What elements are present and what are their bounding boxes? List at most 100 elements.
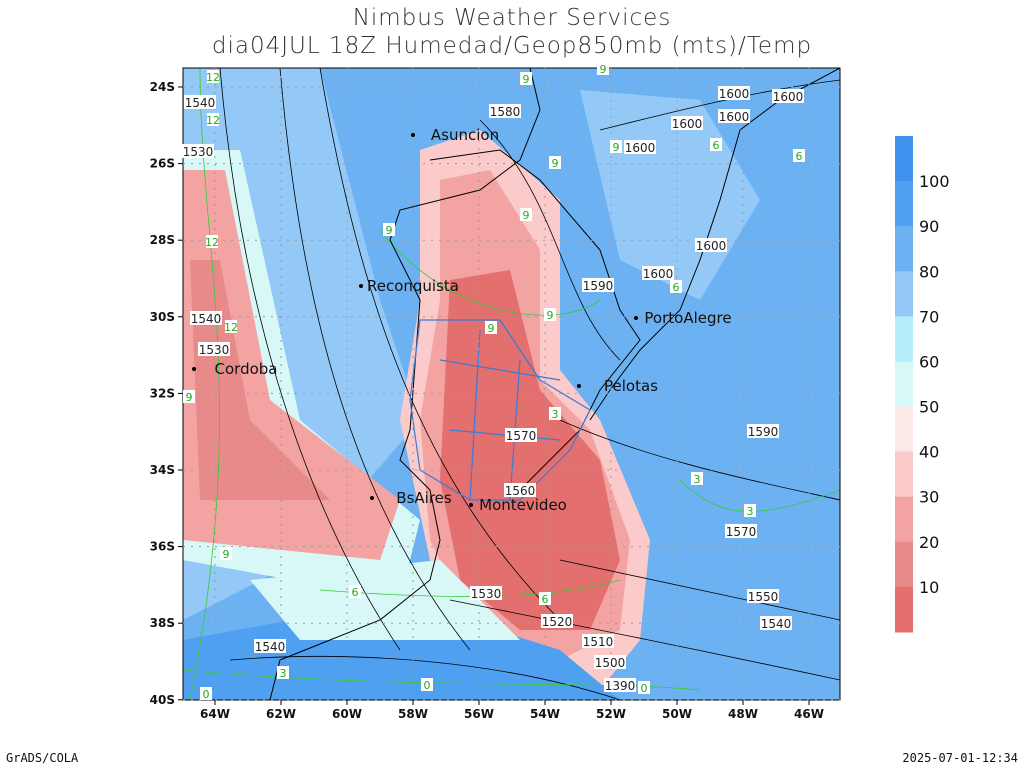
temperature-label-bg (349, 585, 361, 598)
temperature-label: 6 (352, 586, 359, 599)
colorbar-label: 40 (919, 443, 939, 462)
geopotential-label-bg (642, 266, 674, 280)
map-field (183, 68, 840, 700)
geopotential-label: 1560 (505, 484, 536, 498)
geopotential-label: 1530 (183, 145, 214, 159)
city-label: Montevideo (479, 496, 567, 514)
colorbar-swatch (895, 586, 913, 633)
colorbar-swatch (895, 496, 913, 543)
temperature-label: 9 (223, 548, 230, 561)
geopotential-label-bg (671, 116, 703, 130)
colorbar-swatch (895, 136, 913, 182)
colorbar-swatch (895, 226, 913, 272)
geopotential-label: 1580 (490, 105, 521, 119)
footer-left: GrADS/COLA (6, 751, 79, 765)
temperature-label: 6 (673, 281, 680, 294)
geopotential-label-bg (725, 524, 757, 538)
temperature-label: 9 (552, 157, 559, 170)
temperature-label-bg (200, 687, 212, 700)
temperature-label: 9 (488, 322, 495, 335)
geopotential-label: 1530 (471, 587, 502, 601)
lon-label: 58W (398, 707, 428, 721)
geopotential-label: 1550 (748, 590, 779, 604)
geopotential-label-bg (747, 424, 779, 438)
temperature-label: 3 (747, 505, 754, 518)
temperature-label-bg (277, 666, 289, 679)
lon-label: 52W (596, 707, 626, 721)
temperature-label-bg (520, 208, 532, 221)
geopotential-label-bg (718, 109, 750, 123)
city-dot (370, 496, 374, 500)
lat-label: 26S (150, 157, 175, 171)
temperature-label-bg (485, 321, 497, 334)
temperature-label: 9 (613, 141, 620, 154)
colorbar: 100 90 80 70 60 50 40 30 20 10 (895, 136, 950, 633)
colorbar-swatch (895, 316, 913, 362)
temperature-label: 12 (205, 236, 219, 249)
temperature-label-bg (793, 149, 805, 162)
temperature-label: 9 (523, 209, 530, 222)
temperature-label-bg (597, 62, 609, 75)
colorbar-swatch (895, 181, 913, 227)
geopotential-label: 1600 (719, 87, 750, 101)
geopotential-label-bg (184, 95, 216, 109)
geopotential-label-bg (470, 586, 502, 600)
temperature-label-bg (539, 592, 551, 605)
city-dot (359, 284, 363, 288)
temperature-label-bg (549, 407, 561, 420)
temperature-label-bg (183, 390, 195, 403)
geopotential-label: 1540 (191, 312, 222, 326)
geopotential-label-bg (254, 639, 286, 653)
geopotential-label-bg (760, 616, 792, 630)
temperature-label-bg (207, 113, 219, 126)
geopotential-label: 1600 (696, 239, 727, 253)
geopotential-label: 1590 (748, 425, 779, 439)
geopotential-label-bg (190, 311, 222, 325)
geopotential-label: 1570 (506, 429, 537, 443)
temperature-label: 3 (552, 408, 559, 421)
colorbar-label: 10 (919, 578, 939, 597)
city-label: PortoAlegre (644, 309, 731, 327)
temperature-label-bg (220, 547, 232, 560)
temperature-label-bg (207, 70, 219, 83)
city-label: BsAires (396, 489, 452, 507)
temperature-label-bg (691, 472, 703, 485)
geopotential-label-bg (594, 655, 626, 669)
colorbar-swatch (895, 406, 913, 453)
temperature-label-bg (710, 138, 722, 151)
temperature-label: 12 (206, 71, 220, 84)
lat-label: 38S (150, 616, 175, 630)
geopotential-label-bg (198, 342, 230, 356)
lon-label: 60W (332, 707, 362, 721)
colorbar-label: 20 (919, 533, 939, 552)
lon-label: 46W (794, 707, 824, 721)
temperature-label: 6 (796, 150, 803, 163)
geopotential-label-bg (747, 589, 779, 603)
geopotential-label: 1570 (726, 525, 757, 539)
temperature-label: 9 (386, 224, 393, 237)
temperature-label-bg (610, 140, 622, 153)
temperature-label-bg (638, 681, 650, 694)
temperature-label: 0 (424, 679, 431, 692)
geopotential-label: 1530 (199, 343, 230, 357)
lat-label: 30S (150, 310, 175, 324)
geopotential-label-bg (582, 634, 614, 648)
temperature-label: 12 (224, 321, 238, 334)
geopotential-label-bg (505, 428, 537, 442)
geopotential-label: 1540 (761, 617, 792, 631)
lon-label: 56W (464, 707, 494, 721)
temperature-label: 12 (206, 114, 220, 127)
colorbar-swatch (895, 361, 913, 408)
geopotential-label-bg (182, 144, 214, 158)
colorbar-swatch (895, 271, 913, 317)
geopotential-label: 1500 (595, 656, 626, 670)
temperature-label: 6 (713, 139, 720, 152)
lat-label: 24S (150, 80, 175, 94)
city-label: Cordoba (215, 360, 278, 378)
temperature-label: 0 (641, 682, 648, 695)
temperature-label-bg (225, 320, 237, 333)
temperature-label: 3 (280, 667, 287, 680)
colorbar-label: 90 (919, 217, 939, 236)
colorbar-label: 80 (919, 262, 939, 281)
city-dot (469, 503, 473, 507)
